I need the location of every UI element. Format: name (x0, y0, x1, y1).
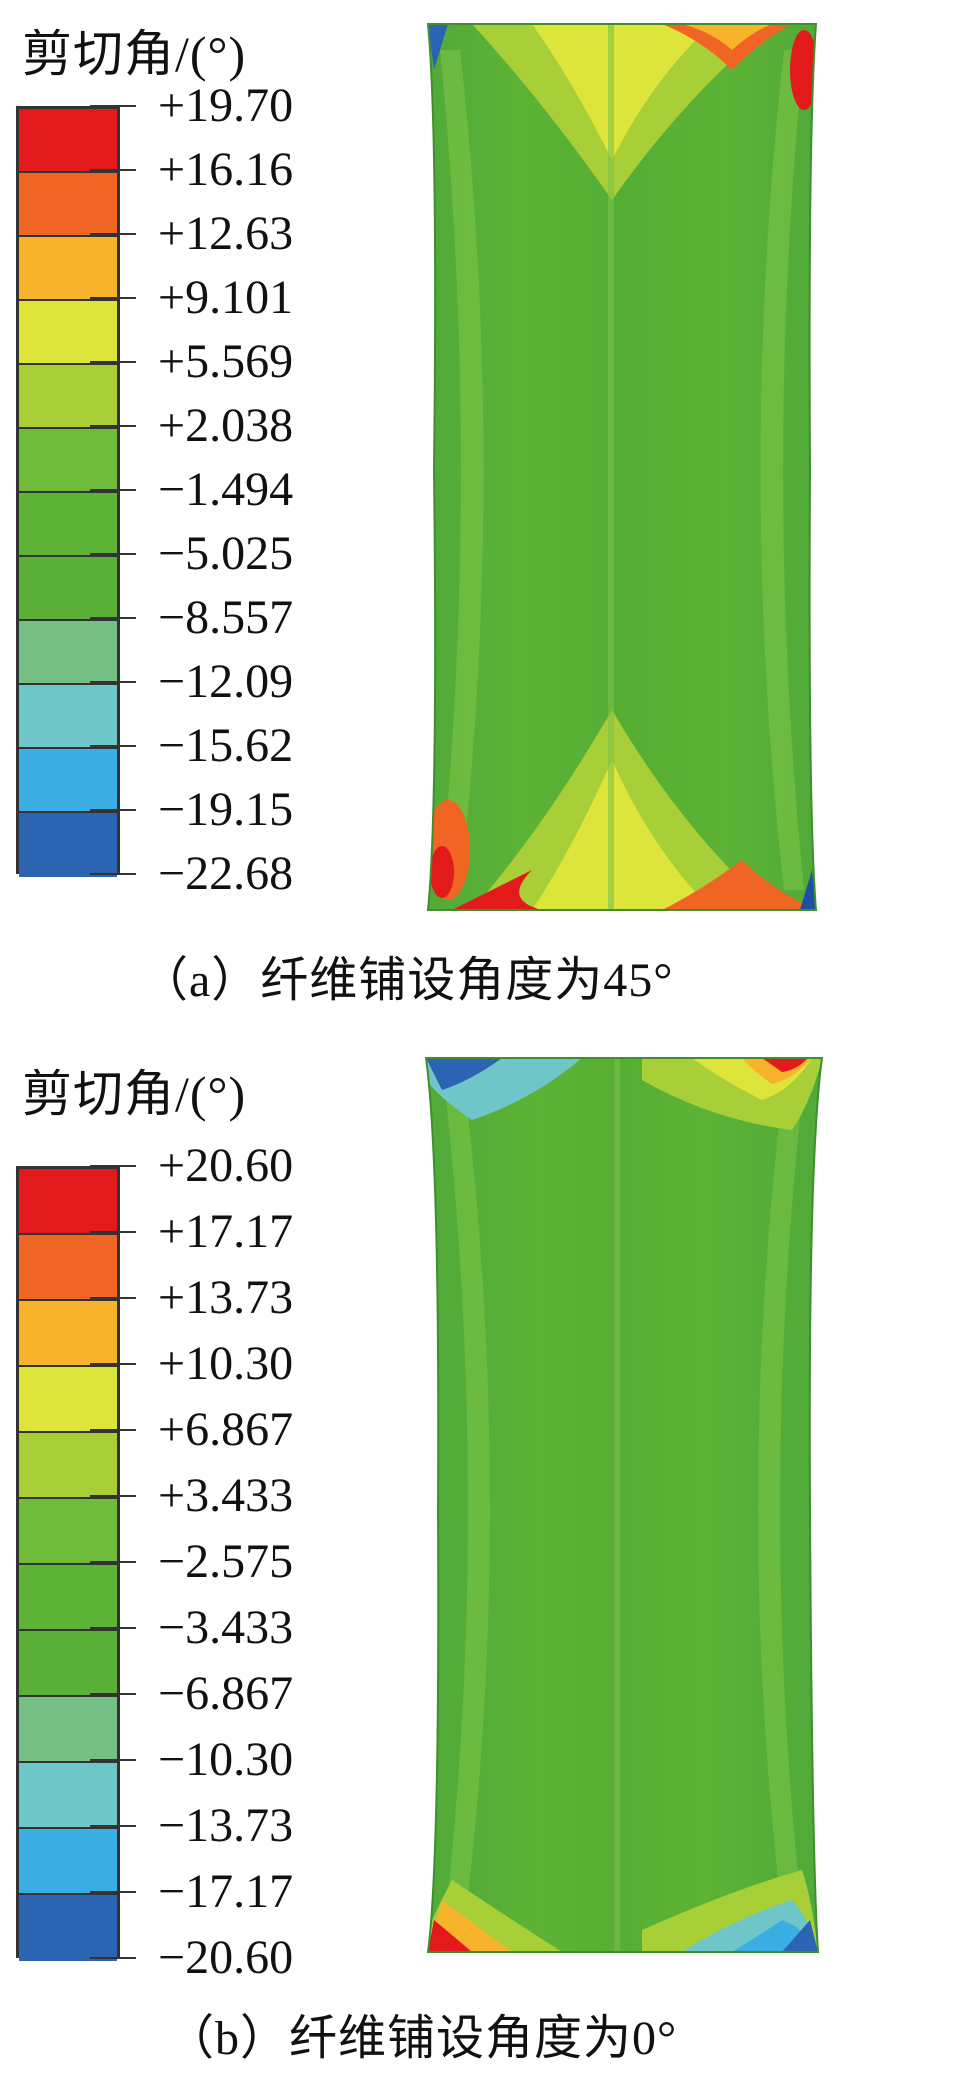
legend-value: +19.70 (158, 79, 294, 132)
colorbar-swatch (19, 1697, 117, 1763)
legend-title: 剪切角/(°) (22, 1066, 247, 1122)
legend-value: +17.17 (158, 1205, 294, 1258)
legend-tick (90, 1957, 136, 1959)
legend-value: −5.025 (158, 527, 294, 580)
legend-tick (90, 489, 136, 491)
legend-title: 剪切角/(°) (22, 26, 247, 82)
legend-value: +6.867 (158, 1403, 294, 1456)
legend-tick (90, 1429, 136, 1431)
colorbar-swatch (19, 1829, 117, 1895)
colorbar (16, 106, 120, 877)
legend-tick (90, 809, 136, 811)
legend-value: −12.09 (158, 655, 294, 708)
shear-angle-contour-0 (424, 1057, 824, 1953)
panel-a: 剪切角/(°) +19.70 +16.16 +12.63 +9.101 +5.569 +2… (0, 0, 980, 1040)
legend-tick (90, 425, 136, 427)
legend-value: −17.17 (158, 1865, 294, 1918)
legend-tick (90, 745, 136, 747)
legend-value: +5.569 (158, 335, 294, 388)
legend-value: −2.575 (158, 1535, 294, 1588)
legend-tick (90, 105, 136, 107)
colorbar-swatch (19, 1235, 117, 1301)
legend-value: +10.30 (158, 1337, 294, 1390)
legend-tick (90, 617, 136, 619)
colorbar-swatch (19, 621, 117, 685)
colorbar-swatch (19, 1367, 117, 1433)
legend-value: −13.73 (158, 1799, 294, 1852)
caption: （a）纤维铺设角度为45° (140, 954, 674, 1007)
legend-value: −1.494 (158, 463, 294, 516)
legend-tick (90, 297, 136, 299)
colorbar-swatch (19, 429, 117, 493)
colorbar-swatch (19, 685, 117, 749)
legend-value: −8.557 (158, 591, 294, 644)
colorbar (16, 1166, 120, 1961)
legend-tick (90, 553, 136, 555)
legend-value: +9.101 (158, 271, 294, 324)
legend-tick (90, 1231, 136, 1233)
colorbar-swatch (19, 557, 117, 621)
legend-tick (90, 1165, 136, 1167)
legend-value: −15.62 (158, 719, 294, 772)
legend-value: +20.60 (158, 1139, 294, 1192)
colorbar-swatch (19, 237, 117, 301)
colorbar-swatch (19, 493, 117, 557)
colorbar-swatch (19, 1301, 117, 1367)
legend-value: −19.15 (158, 783, 294, 836)
colorbar-swatch (19, 1565, 117, 1631)
legend-value: −6.867 (158, 1667, 294, 1720)
caption: （b）纤维铺设角度为0° (166, 2012, 678, 2065)
colorbar-swatch (19, 1895, 117, 1961)
colorbar-swatch (19, 1169, 117, 1235)
colorbar-swatch (19, 173, 117, 237)
legend-tick (90, 1363, 136, 1365)
colorbar-swatch (19, 813, 117, 877)
legend-tick (90, 169, 136, 171)
legend-tick (90, 1627, 136, 1629)
legend-value: −10.30 (158, 1733, 294, 1786)
colorbar-swatch (19, 1499, 117, 1565)
legend-value: −20.60 (158, 1931, 294, 1984)
colorbar-swatch (19, 749, 117, 813)
legend-tick (90, 681, 136, 683)
legend-value: +2.038 (158, 399, 294, 452)
legend-value: −22.68 (158, 847, 294, 900)
legend-tick (90, 1495, 136, 1497)
colorbar-swatch (19, 1433, 117, 1499)
legend-value: +13.73 (158, 1271, 294, 1324)
legend-tick (90, 361, 136, 363)
colorbar-swatch (19, 301, 117, 365)
legend-tick (90, 1297, 136, 1299)
panel-b: 剪切角/(°) +20.60 +17.17 +13.73 +10.30 +6.867 +3… (0, 1040, 980, 2082)
colorbar-swatch (19, 1631, 117, 1697)
legend-value: +12.63 (158, 207, 294, 260)
legend-value: −3.433 (158, 1601, 294, 1654)
legend-tick (90, 233, 136, 235)
colorbar-swatch (19, 109, 117, 173)
colorbar-swatch (19, 365, 117, 429)
legend-value: +16.16 (158, 143, 294, 196)
legend-tick (90, 1825, 136, 1827)
legend-tick (90, 1561, 136, 1563)
legend-tick (90, 873, 136, 875)
legend-tick (90, 1759, 136, 1761)
legend-tick (90, 1891, 136, 1893)
legend-tick (90, 1693, 136, 1695)
legend-value: +3.433 (158, 1469, 294, 1522)
shear-angle-contour-45 (426, 23, 818, 911)
colorbar-swatch (19, 1763, 117, 1829)
